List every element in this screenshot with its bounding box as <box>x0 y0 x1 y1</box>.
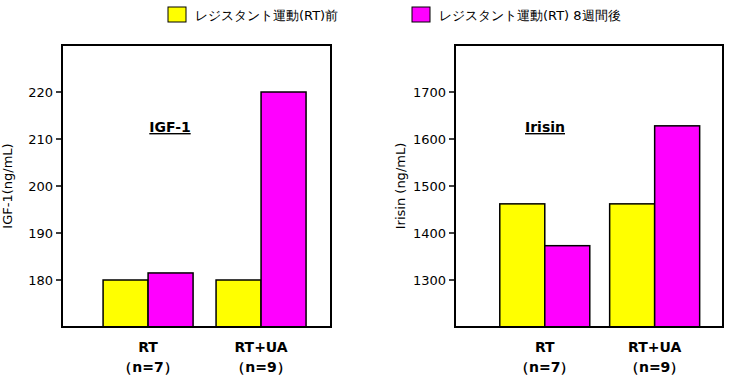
y-tick <box>56 91 62 93</box>
y-tick-label: 190 <box>28 226 53 241</box>
bar <box>655 126 700 327</box>
legend-label: レジスタント運動(RT) 8週間後 <box>439 8 621 23</box>
y-tick <box>56 185 62 187</box>
category-label: RT（n=7） <box>515 339 574 375</box>
chart-panel: RT（n=7） RT+UA（n=9） 180 190 200 210 220 IGF-1(ng… <box>0 45 331 375</box>
chart-title: Irisin <box>525 119 565 135</box>
bar <box>545 246 590 327</box>
plot-frame <box>455 45 723 327</box>
y-tick-label: 180 <box>28 273 53 288</box>
bar <box>500 204 545 327</box>
chart-root: レジスタント運動(RT)前 レジスタント運動(RT) 8週間後 RT（n=7） RT+… <box>0 0 729 380</box>
y-tick <box>449 232 455 234</box>
legend-swatch <box>168 7 186 22</box>
bar <box>216 280 261 327</box>
y-tick <box>449 279 455 281</box>
bars <box>103 92 306 327</box>
bar <box>103 280 148 327</box>
y-tick <box>449 91 455 93</box>
bar <box>610 204 655 327</box>
y-tick <box>449 138 455 140</box>
y-tick-label: 210 <box>28 132 53 147</box>
y-tick-label: 200 <box>28 179 53 194</box>
category-label: RT+UA（n=9） <box>231 339 290 375</box>
y-axis-label: IGF-1(ng/mL) <box>0 143 15 228</box>
bar <box>148 273 193 327</box>
category-label: RT（n=7） <box>118 339 177 375</box>
y-tick-label: 1700 <box>413 85 446 100</box>
y-tick <box>56 232 62 234</box>
y-tick-label: 1300 <box>413 273 446 288</box>
y-tick <box>449 185 455 187</box>
y-tick <box>56 138 62 140</box>
y-tick <box>56 279 62 281</box>
legend-label: レジスタント運動(RT)前 <box>195 8 338 23</box>
chart-title: IGF-1 <box>149 119 190 135</box>
y-tick-label: 1600 <box>413 132 446 147</box>
y-tick-label: 1500 <box>413 179 446 194</box>
chart-panel: RT（n=7） RT+UA（n=9） 1300 1400 1500 1600 1700 Iri… <box>393 45 723 375</box>
legend: レジスタント運動(RT)前 レジスタント運動(RT) 8週間後 <box>168 7 621 23</box>
y-tick-label: 220 <box>28 85 53 100</box>
y-tick-label: 1400 <box>413 226 446 241</box>
legend-swatch <box>412 7 430 22</box>
bars <box>500 126 700 327</box>
y-axis-label: Irisin (ng/mL) <box>393 143 408 229</box>
bar <box>261 92 306 327</box>
plot-frame <box>62 45 331 327</box>
category-label: RT+UA（n=9） <box>625 339 684 375</box>
